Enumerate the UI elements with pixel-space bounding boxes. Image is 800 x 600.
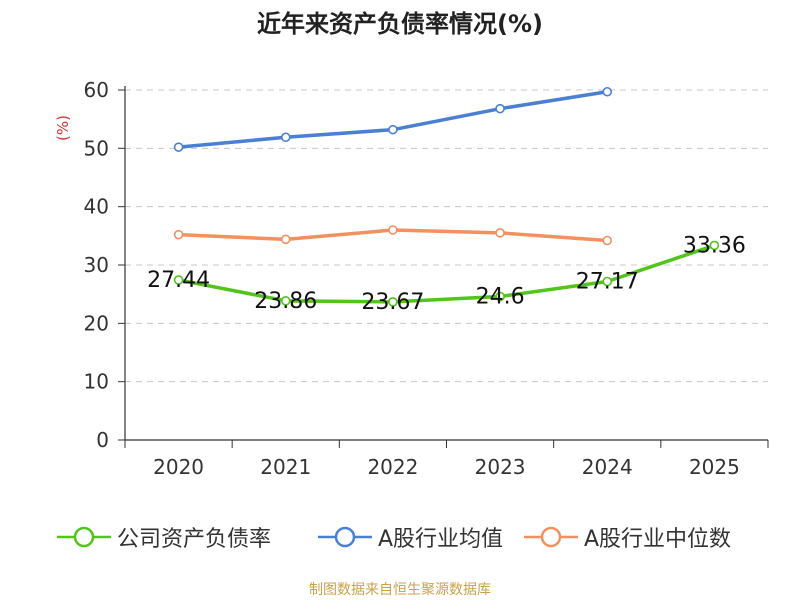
axes: 0 10 20 30 40 50 60 2020 2021 2022 2023 2024 2025 (84, 78, 769, 479)
data-label: 33.36 (683, 233, 746, 258)
y-tick-label: 30 (84, 253, 109, 277)
legend-label: A股行业中位数 (584, 527, 732, 552)
y-tick-label: 60 (84, 78, 109, 102)
legend-marker-icon (524, 526, 578, 548)
legend-label: A股行业均值 (378, 527, 504, 552)
series-lines (173, 86, 720, 307)
data-point (495, 291, 505, 302)
x-tick-label: 2022 (367, 455, 418, 479)
data-point (388, 225, 398, 235)
x-tick-label: 2020 (153, 455, 204, 479)
y-tick-label: 20 (84, 311, 109, 335)
data-label: 27.17 (576, 270, 639, 295)
data-label: 23.86 (254, 289, 317, 314)
data-point (173, 142, 184, 152)
legend-item[interactable]: A股行业中位数 (524, 520, 731, 554)
x-tick-label: 2023 (475, 455, 526, 479)
data-point (280, 234, 291, 245)
data-label: 24.6 (476, 285, 525, 310)
data-point (495, 103, 505, 114)
data-point (602, 276, 613, 287)
data-point (602, 235, 613, 246)
data-point (709, 240, 720, 251)
data-labels: 27.44 23.86 23.67 24.6 27.17 33.36 (147, 233, 746, 315)
x-tick-label: 2024 (582, 455, 633, 479)
legend-item[interactable]: A股行业均值 (318, 520, 503, 554)
data-point (173, 275, 184, 285)
legend-marker-icon (57, 526, 111, 548)
data-point (388, 297, 398, 307)
legend-marker-icon (318, 526, 372, 548)
data-label: 23.67 (361, 290, 424, 315)
y-tick-label: 0 (96, 428, 109, 452)
data-point (280, 132, 291, 143)
x-tick-label: 2025 (689, 455, 740, 479)
series-line (176, 90, 609, 149)
data-point (602, 86, 613, 97)
chart-title: 近年来资产负债率情况(%) (257, 10, 543, 38)
data-label: 27.44 (147, 268, 210, 293)
data-point (388, 124, 398, 135)
legend: 公司资产负债率 A股行业均值 A股行业中位数 (0, 520, 800, 554)
source-note: 制图数据来自恒生聚源数据库 (309, 582, 491, 598)
legend-item[interactable]: 公司资产负债率 (57, 520, 271, 554)
y-tick-label: 40 (84, 195, 109, 219)
data-point (280, 296, 291, 306)
x-tick-label: 2021 (260, 455, 311, 479)
data-point (495, 228, 505, 238)
series-line (176, 243, 717, 304)
y-tick-label: 50 (84, 136, 109, 160)
y-axis-label: (%) (54, 115, 72, 141)
y-tick-label: 10 (84, 370, 109, 394)
legend-label: 公司资产负债率 (117, 527, 272, 552)
data-point (173, 229, 184, 240)
grid-lines (125, 89, 768, 383)
